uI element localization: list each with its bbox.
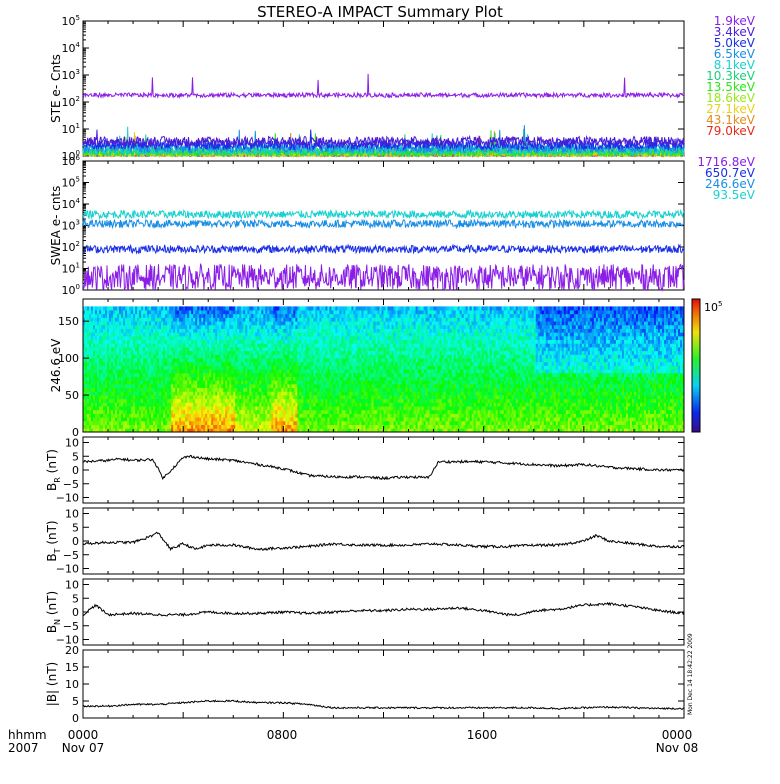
panel-3-ytick-label: 10 bbox=[65, 437, 79, 450]
generation-timestamp: Mon Dec 14 18:42:22 2009 bbox=[687, 633, 694, 715]
time-format-label: hhmm bbox=[8, 728, 47, 742]
panel-3-ytick-label: −5 bbox=[63, 478, 79, 491]
panel-5-ytick-label: 0 bbox=[72, 606, 79, 619]
time-tick-label-0: 0000 bbox=[68, 728, 99, 742]
time-tick-label-3: 0000 bbox=[662, 728, 693, 742]
panel-4-ytick-label: −5 bbox=[63, 549, 79, 562]
panel-4-ytick-label: 10 bbox=[65, 508, 79, 521]
panel-0-ylabel: STE e- Cnts bbox=[49, 54, 63, 123]
time-tick-date-3: Nov 08 bbox=[656, 741, 699, 755]
time-year-label: 2007 bbox=[8, 741, 39, 755]
panel-4-ytick-label: 0 bbox=[72, 535, 79, 548]
panel-3-ytick-label: −10 bbox=[56, 492, 79, 505]
panel-2-ytick-label: 100 bbox=[58, 352, 79, 365]
panel-6-ytick-label: 10 bbox=[65, 678, 79, 691]
panel-6-ytick-label: 20 bbox=[65, 644, 79, 657]
panel-2-ytick-label: 50 bbox=[65, 389, 79, 402]
panel-5-ytick-label: −5 bbox=[63, 620, 79, 633]
panel-1-legend-0: 1716.8eV bbox=[697, 155, 755, 169]
panel-5-ytick-label: 10 bbox=[65, 579, 79, 592]
panel-6-ytick-label: 5 bbox=[72, 695, 79, 708]
plot-title: STEREO-A IMPACT Summary Plot bbox=[257, 3, 503, 21]
panel-3-ytick-label: 0 bbox=[72, 464, 79, 477]
panel-0-legend-0: 1.9keV bbox=[714, 14, 756, 28]
panel-3-ytick-label: 5 bbox=[72, 450, 79, 463]
time-tick-label-1: 0800 bbox=[267, 728, 298, 742]
panel-4-ytick-label: −10 bbox=[56, 563, 79, 576]
panel-5-ytick-label: 5 bbox=[72, 592, 79, 605]
colorbar bbox=[692, 299, 700, 432]
panel-6-ytick-label: 15 bbox=[65, 661, 79, 674]
time-tick-label-2: 1600 bbox=[467, 728, 498, 742]
time-tick-date-0: Nov 07 bbox=[62, 741, 105, 755]
panel-4-ytick-label: 5 bbox=[72, 521, 79, 534]
panel-6-ylabel: |B| (nT) bbox=[45, 662, 59, 706]
panel-2-ytick-label: 150 bbox=[58, 315, 79, 328]
panel-6-ytick-label: 0 bbox=[72, 712, 79, 725]
panel-2-heatmap bbox=[83, 306, 684, 432]
